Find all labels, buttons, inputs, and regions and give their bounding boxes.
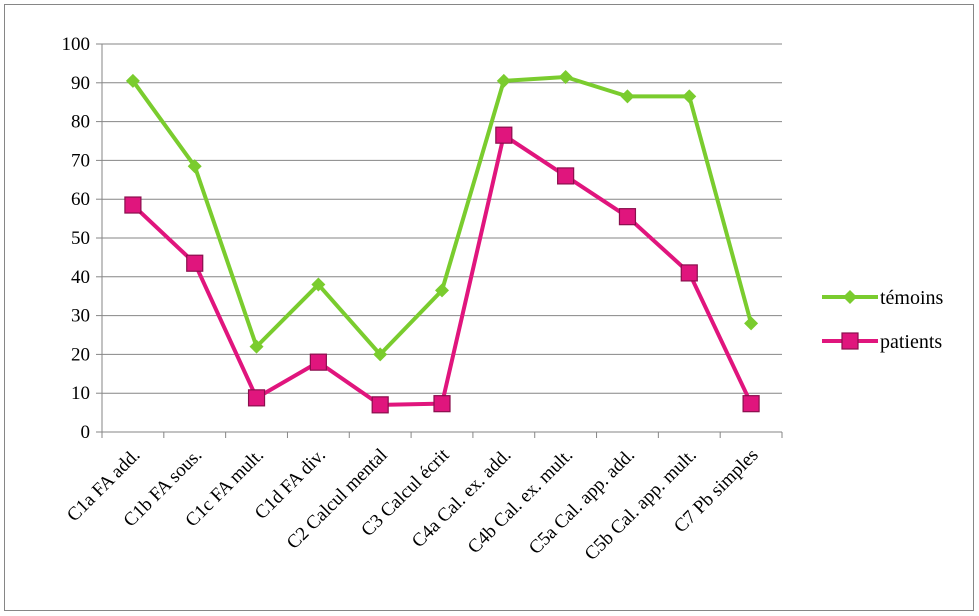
y-tick-label: 90 [71,73,90,94]
data-point [742,395,760,413]
series-line-témoins [131,74,754,357]
data-point [247,389,266,407]
legend-label: patients [880,331,942,353]
y-tick-label: 0 [81,422,91,443]
chart-frame [4,4,974,611]
data-point [496,73,511,88]
data-point [249,339,264,354]
y-tick-label: 20 [71,344,90,365]
legend-marker [843,290,857,304]
data-point [495,126,513,144]
x-category-label: C5b Cal. app. mult. [581,445,701,565]
data-point [371,396,389,414]
data-point [618,208,637,226]
axes [96,43,783,438]
y-tick-label: 80 [71,112,90,133]
y-tick-label: 30 [71,306,90,327]
y-tick-label: 50 [71,228,90,249]
data-point [680,264,698,282]
data-point [187,159,202,174]
series [124,69,760,414]
data-point [125,73,140,88]
x-category-label: C5a Cal. app. add. [525,445,639,559]
legend: témoins patients [822,287,944,353]
data-point [186,254,204,272]
y-tick-label: 10 [71,383,90,404]
legend-label: témoins [880,287,944,309]
data-point [744,316,759,331]
y-tick-label: 100 [62,34,91,55]
series-line-patients [131,133,753,407]
data-point [435,283,449,298]
y-tick-label: 70 [71,150,90,171]
data-point [682,89,697,104]
data-point [124,196,142,214]
data-point [309,353,327,371]
gridlines [102,43,782,394]
y-tick-label: 40 [71,267,90,288]
x-category-label: C4b Cal. ex. mult. [464,445,577,558]
legend-marker [841,332,859,350]
data-point [433,395,451,413]
data-point [620,89,635,104]
data-point [558,69,573,84]
data-point [373,347,388,362]
y-tick-label: 60 [71,189,90,210]
data-point [557,167,575,185]
data-point [311,277,326,292]
